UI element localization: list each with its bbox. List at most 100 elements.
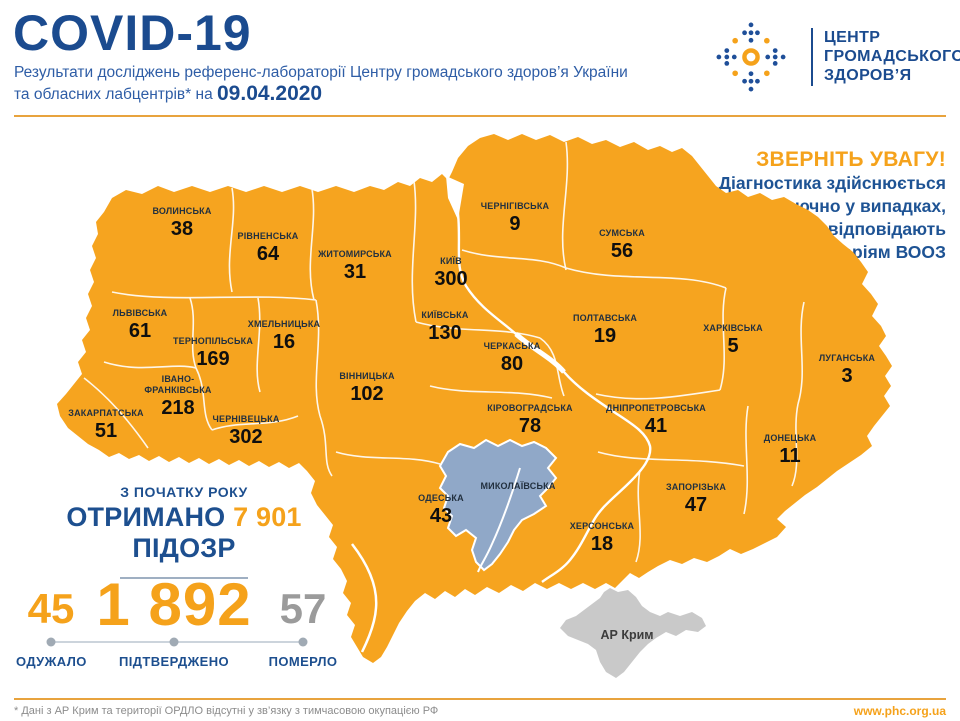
region-name: ДОНЕЦЬКА [763, 433, 817, 443]
region-value: 16 [272, 331, 296, 353]
region-value: 300 [434, 268, 468, 290]
notice-heading: ЗВЕРНІТЬ УВАГУ! [756, 148, 946, 171]
map-region-label: ЛЬВІВСЬКА 61 [113, 308, 168, 342]
footer-rule [14, 698, 946, 700]
footnote: * Дані з АР Крим та території ОРДЛО відс… [14, 705, 439, 717]
region-value: 43 [429, 505, 453, 527]
crimea-label: АР Крим [600, 628, 654, 642]
mykolaiv-region [438, 438, 558, 572]
region-value: 169 [196, 348, 230, 370]
map-region-label: ХЕРСОНСЬКА 18 [570, 521, 635, 555]
map-region-label: ЖИТОМИРСЬКА 31 [318, 249, 392, 283]
map-region-label: ВІННИЦЬКА 102 [339, 371, 394, 405]
region-value: 38 [170, 218, 194, 240]
region-name: ЖИТОМИРСЬКА [318, 249, 392, 259]
org-name-line1: ЦЕНТР [824, 29, 881, 46]
kyiv-reservoir [446, 176, 464, 220]
stat-value-recovered: 45 [27, 585, 75, 632]
region-name: ПОЛТАВСЬКА [572, 313, 638, 323]
region-value: 19 [593, 325, 617, 347]
map-region-label: КИЇВСЬКА 130 [421, 310, 468, 344]
region-value: 56 [610, 240, 634, 262]
region-value: 9 [509, 213, 521, 235]
region-name: ВІННИЦЬКА [339, 371, 395, 381]
region-value: 130 [428, 322, 462, 344]
org-name-line2: ГРОМАДСЬКОГО [824, 48, 960, 65]
website-url[interactable]: www.phc.org.ua [853, 704, 946, 718]
region-value: 18 [590, 533, 614, 555]
received-value: 7 901 [233, 502, 302, 532]
region-name: ХАРКІВСЬКА [703, 323, 763, 333]
map-region-label: ЧЕРНІГІВСЬКА 9 [481, 201, 549, 235]
subtitle-line2: та обласних лабцентрів* на [14, 86, 213, 103]
region-name: ЛУГАНСЬКА [818, 353, 876, 363]
header-subtitle: Результати досліджень референс-лаборатор… [14, 62, 628, 105]
region-name: ФРАНКІВСЬКА [144, 385, 212, 395]
map-region-label: ВОЛИНСЬКА 38 [152, 206, 211, 240]
notice-line: що відповідають [797, 219, 946, 239]
stats-divider [120, 577, 248, 579]
region-value: 31 [343, 261, 367, 283]
map-region-label: ПОЛТАВСЬКА 19 [573, 313, 637, 347]
region-name: ХМЕЛЬНИЦЬКА [247, 319, 321, 329]
stats-period-label: З ПОЧАТКУ РОКУ [120, 484, 248, 500]
map-region-label: ОДЕСЬКА 43 [418, 493, 464, 527]
region-value: 218 [161, 397, 195, 419]
connector-dot [298, 637, 308, 647]
region-value: 11 [779, 445, 801, 467]
region-name: ХЕРСОНСЬКА [569, 521, 635, 531]
map-region-label: МИКОЛАЇВСЬКА [480, 481, 555, 492]
region-name: ТЕРНОПІЛЬСЬКА [172, 336, 254, 346]
map-region-label: РІВНЕНСЬКА 64 [238, 231, 299, 265]
stats-block: З ПОЧАТКУ РОКУ ОТРИМАНО 7 901 ПІДОЗР 45 … [16, 484, 352, 684]
oblast-borders [83, 141, 805, 563]
region-value: 78 [518, 415, 542, 437]
southern-bug-river [477, 467, 521, 573]
map-region-label: КИЇВ 300 [434, 256, 467, 290]
region-name: МИКОЛАЇВСЬКА [480, 481, 556, 491]
connector-dot [169, 637, 179, 647]
stats-received-line: ОТРИМАНО 7 901 ПІДОЗР [16, 502, 352, 564]
map-region-label: ДОНЕЦЬКА 11 [764, 433, 817, 467]
connector-dot [46, 637, 56, 647]
stat-label-died: ПОМЕРЛО [268, 654, 338, 669]
region-name: КИЇВСЬКА [421, 310, 469, 320]
crimea-region [560, 588, 706, 678]
region-name: ДНІПРОПЕТРОВСЬКА [606, 403, 706, 413]
region-name: КІРОВОГРАДСЬКА [487, 403, 573, 413]
ukraine-mainland [57, 134, 892, 663]
region-name: ВОЛИНСЬКА [152, 206, 212, 216]
logo-divider [811, 28, 813, 86]
map-region-label: ІВАНО- ФРАНКІВСЬКА 218 [144, 374, 211, 419]
region-name: ЛЬВІВСЬКА [112, 308, 168, 318]
stat-value-confirmed: 1 892 [96, 571, 252, 638]
map-region-label: ХМЕЛЬНИЦЬКА 16 [248, 319, 321, 353]
region-value: 61 [128, 320, 152, 342]
region-name: ОДЕСЬКА [418, 493, 464, 503]
stat-label-confirmed: ПІДТВЕРДЖЕНО [118, 654, 230, 669]
map-region-label: ЛУГАНСЬКА 3 [819, 353, 875, 387]
region-name: ЧЕРНІВЕЦЬКА [212, 414, 280, 424]
page-title: COVID-19 [13, 5, 252, 61]
region-value: 5 [727, 335, 739, 357]
region-name: ІВАНО- [161, 374, 195, 384]
region-value: 64 [256, 243, 280, 265]
region-value: 51 [94, 420, 118, 442]
map-region-label: ДНІПРОПЕТРОВСЬКА 41 [606, 403, 706, 437]
header-rule [14, 115, 946, 117]
region-name: РІВНЕНСЬКА [237, 231, 299, 241]
received-prefix: ОТРИМАНО [66, 502, 226, 532]
region-value: 102 [350, 383, 384, 405]
region-name: КИЇВ [440, 256, 462, 266]
notice-line: Діагностика здійснюється [718, 173, 946, 193]
org-name-line3: ЗДОРОВ’Я [824, 67, 912, 84]
received-suffix: ПІДОЗР [132, 533, 236, 563]
map-region-label: ТЕРНОПІЛЬСЬКА 169 [173, 336, 253, 370]
map-region-label: КІРОВОГРАДСЬКА 78 [487, 403, 572, 437]
region-value: 3 [841, 365, 853, 387]
map-region-label: ЗАПОРІЗЬКА 47 [666, 482, 726, 516]
map-region-label: ЗАКАРПАТСЬКА 51 [68, 408, 144, 442]
region-name: ЧЕРКАСЬКА [483, 341, 541, 351]
report-date: 09.04.2020 [217, 82, 323, 105]
